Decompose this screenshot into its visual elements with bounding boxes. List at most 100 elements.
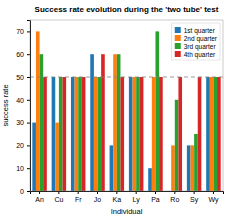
bar: [36, 31, 40, 191]
bar: [40, 54, 44, 191]
y-tick-label: 70: [16, 28, 24, 35]
bar: [175, 100, 179, 191]
y-tick-mark: [27, 191, 30, 192]
y-axis: 0 10 20 30 40 50 60 70: [16, 21, 30, 195]
x-tick-label: Cu: [54, 196, 63, 203]
title: Success rate evolution during the 'two t…: [35, 5, 219, 14]
x-tick-mark: [194, 191, 195, 194]
y-tick-mark: [27, 31, 30, 32]
legend-box: [172, 23, 220, 60]
y-tick: 70: [16, 28, 30, 35]
x-tick-mark: [39, 191, 40, 194]
x-tick-mark: [136, 191, 137, 194]
x-tick: Ka: [113, 191, 122, 203]
bar: [213, 77, 217, 191]
y-tick-label: 10: [16, 165, 24, 172]
x-tick-label: Pa: [151, 196, 160, 203]
bar: [194, 134, 198, 191]
legend-label: 1st quarter: [184, 27, 216, 35]
bar: [159, 77, 163, 191]
chart: 0 10 20 30 40 50 60 70 An Cu Fr Jo Ka Ly Pa Ro Sy Wy 1st q…: [0, 0, 229, 219]
x-axis: An Cu Fr Jo Ka Ly Pa Ro Sy Wy: [31, 191, 224, 204]
bar-series: [32, 54, 209, 191]
bar: [217, 77, 221, 191]
x-tick-label: Ly: [133, 196, 141, 204]
y-tick-mark: [27, 54, 30, 55]
bar: [210, 77, 214, 191]
bar: [171, 145, 175, 191]
legend-swatch: [175, 35, 181, 41]
bar: [98, 77, 102, 191]
reference-line: [30, 77, 223, 78]
plot: 0 10 20 30 40 50 60 70 An Cu Fr Jo Ka Ly Pa Ro Sy Wy 1st q…: [16, 20, 223, 204]
bar: [52, 77, 56, 191]
x-tick-label: Ro: [170, 196, 179, 203]
y-tick-mark: [27, 123, 30, 124]
plot-frame: [30, 20, 223, 191]
y-tick-mark: [27, 145, 30, 146]
x-tick-mark: [58, 191, 59, 194]
bar: [71, 77, 75, 191]
bar: [152, 77, 156, 191]
bar: [110, 145, 114, 191]
bar: [187, 145, 191, 191]
y-tick: 10: [16, 165, 30, 172]
x-tick-mark: [97, 191, 98, 194]
bar: [113, 54, 117, 191]
x-axis-title: Individual: [111, 207, 143, 216]
y-tick: 30: [16, 119, 30, 126]
legend-label: 3rd quarter: [184, 43, 217, 51]
y-tick-mark: [27, 100, 30, 101]
bar: [32, 123, 36, 191]
y-axis-title: success rate: [1, 84, 10, 126]
bar: [129, 77, 133, 191]
y-tick-label: 0: [20, 188, 24, 195]
x-tick: Pa: [151, 191, 160, 203]
bar: [136, 77, 140, 191]
bar: [82, 77, 86, 191]
bar: [55, 123, 59, 191]
x-tick-mark: [155, 191, 156, 194]
bar: [90, 54, 94, 191]
x-tick-label: Wy: [208, 196, 219, 204]
x-tick: An: [35, 191, 44, 203]
x-tick-label: Fr: [75, 196, 82, 203]
y-tick: 40: [16, 97, 30, 104]
legend-label: 2nd quarter: [184, 35, 218, 43]
bar: [198, 77, 202, 191]
bar: [140, 77, 144, 191]
x-tick: Sy: [190, 191, 199, 204]
bar-series: [43, 54, 220, 191]
x-tick: Fr: [75, 191, 82, 203]
y-tick-label: 50: [16, 74, 24, 81]
legend-item: 2nd quarter: [175, 35, 218, 43]
y-tick: 50: [16, 74, 30, 81]
bar: [178, 77, 182, 191]
x-tick-mark: [78, 191, 79, 194]
x-tick: Ro: [170, 191, 179, 203]
x-tick-label: Sy: [190, 196, 199, 204]
y-tick: 20: [16, 142, 30, 149]
y-tick-mark: [27, 168, 30, 169]
bar: [94, 77, 98, 191]
bar: [148, 168, 152, 191]
legend-swatch: [175, 43, 181, 49]
y-tick: 60: [16, 51, 30, 58]
bar: [206, 77, 210, 191]
bar: [101, 54, 105, 191]
bar-series: [40, 31, 217, 191]
x-tick-label: Jo: [94, 196, 102, 203]
x-tick: Wy: [208, 191, 219, 204]
bar: [63, 77, 67, 191]
x-axis-line: [31, 192, 224, 195]
bar: [117, 54, 121, 191]
y-tick-mark: [27, 77, 30, 78]
bars: [30, 31, 223, 191]
x-tick-mark: [116, 191, 117, 194]
y-tick: 0: [20, 188, 30, 195]
x-tick-mark: [213, 191, 214, 194]
legend-item: 3rd quarter: [175, 43, 217, 51]
x-tick-label: Ka: [113, 196, 122, 203]
legend: 1st quarter2nd quarter3rd quarter4th qua…: [172, 23, 220, 60]
bar: [78, 77, 82, 191]
